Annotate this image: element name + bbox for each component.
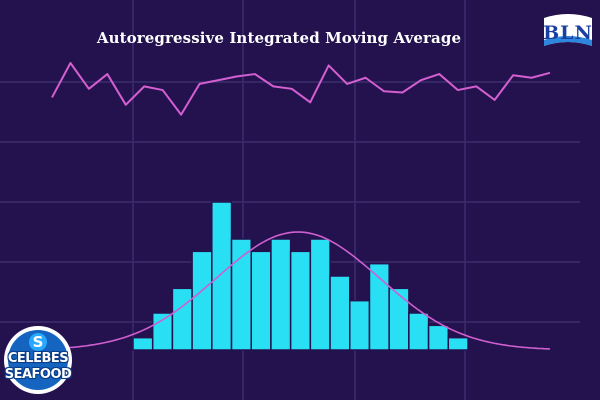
histogram-bar — [230, 238, 252, 351]
seafood-logo-line2: SEAFOOD — [4, 367, 72, 382]
histogram-bar — [349, 299, 371, 351]
density-curve-path — [39, 231, 551, 350]
line-series — [51, 61, 551, 116]
seafood-badge-icon — [4, 326, 72, 394]
histogram-bar — [270, 238, 292, 351]
chart-title: Autoregressive Integrated Moving Average — [96, 29, 462, 47]
density-curve — [39, 231, 551, 350]
histogram-bar — [408, 312, 430, 351]
histogram-bar — [388, 287, 410, 351]
seafood-s-icon: S — [32, 333, 44, 351]
histogram-bar — [329, 275, 351, 351]
histogram-bar — [427, 324, 450, 351]
bln-logo: BLN — [540, 10, 596, 54]
histogram-bar — [289, 250, 312, 351]
histogram-bar — [191, 250, 213, 351]
bln-logo-text: BLN — [543, 22, 593, 44]
histogram-bar — [171, 287, 193, 351]
line-series-path — [51, 61, 551, 116]
histogram-bar — [211, 201, 233, 351]
histogram-bar — [368, 262, 390, 351]
histogram-bar — [132, 336, 154, 351]
histogram-bar — [309, 238, 331, 351]
bln-logo-banner-icon — [544, 14, 592, 46]
histogram-bar — [250, 250, 272, 351]
histogram-bar — [447, 336, 469, 351]
histogram-bars — [132, 201, 469, 351]
seafood-logo-line1: CELEBES — [7, 351, 69, 366]
celebes-seafood-logo: S CELEBES SEAFOOD — [2, 324, 74, 396]
histogram-bar — [151, 312, 174, 351]
